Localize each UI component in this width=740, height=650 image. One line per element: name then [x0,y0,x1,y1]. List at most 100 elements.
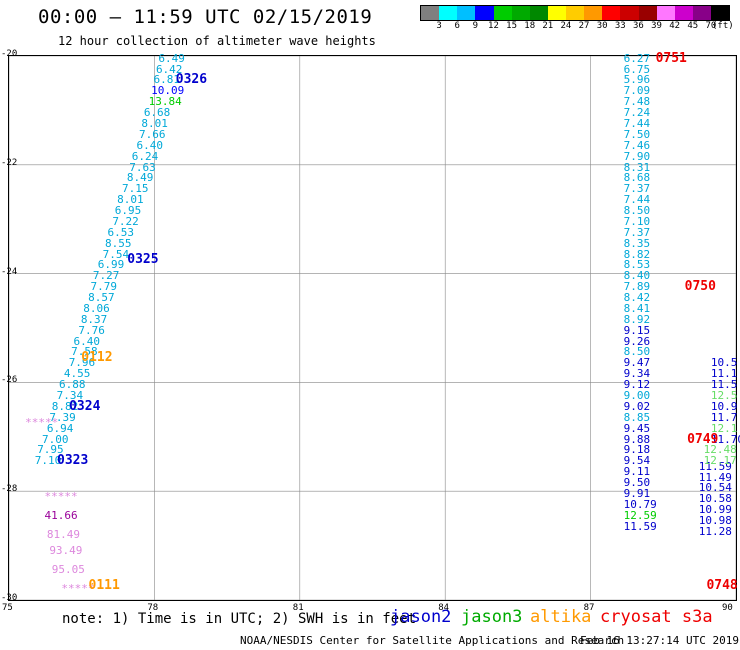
satellite-name: jason2 [390,607,452,627]
wave-height-value: 10.5 [710,356,738,370]
legend-swatch [475,6,494,20]
wave-height-value: 9.18 [623,443,651,457]
wave-height-value: 8.35 [623,236,651,250]
wave-height-value: 8.01 [141,117,168,130]
wave-height-value: 12.1 [710,421,738,435]
x-tick-label: 87 [583,603,595,613]
legend-label: 15 [506,21,517,31]
wave-height-value: 6.88 [59,378,86,392]
legend-swatch [493,6,512,20]
legend-label: 36 [632,21,644,31]
pass-time-label: 0112 [81,349,113,365]
wave-height-value: 9.91 [623,486,651,500]
wave-height-value: 11.70 [710,432,740,446]
wave-height-value: 12.48 [703,443,737,457]
wave-height-value: 11.59 [698,459,732,473]
wave-height-value: 8.50 [623,204,651,218]
legend-swatch [529,6,548,20]
pass-time-label: 0324 [69,398,101,414]
wave-height-value: 7.95 [37,443,64,457]
footer-note: note: 1) Time is in UTC; 2) SWH is in fe… [62,611,417,627]
wave-height-value: 8.53 [623,258,651,272]
pass-time-label: 0749 [687,431,719,447]
wave-height-value: 7.00 [42,432,69,446]
wave-height-value: 7.48 [623,95,651,109]
wave-height-value: 9.54 [623,454,651,468]
wave-height-value: 81.49 [46,527,80,541]
legend-swatch [692,6,711,20]
wave-height-value: 7.58 [71,345,98,359]
legend-swatch [421,6,440,20]
wave-height-value: 9.15 [623,323,651,337]
pass-time-label: 0751 [655,50,687,66]
legend-swatch [674,6,693,20]
y-tick-label: -22 [1,157,18,168]
pass-time-label: 0325 [127,252,159,267]
legend-label: 27 [578,21,590,31]
wave-height-value: 5.96 [623,73,651,87]
credit-line: NOAA/NESDIS Center for Satellite Applica… [240,634,625,647]
wave-height-value: 7.39 [49,410,76,424]
wave-height-value: 12.59 [623,508,657,522]
wave-height-value: 8.68 [623,171,651,185]
wave-height-value: 6.53 [107,225,134,239]
wave-height-value: 6.27 [623,51,651,65]
wave-height-value: 7.10 [34,454,62,468]
page-title: 00:00 – 11:59 UTC 02/15/2019 [38,6,373,28]
x-tick-label: 78 [147,603,159,613]
wave-height-value: 7.15 [122,182,149,196]
wave-height-value: 8.06 [83,301,110,315]
wave-height-value: 6.24 [131,149,159,163]
wave-height-value: 7.37 [623,182,651,196]
wave-height-value: 11.28 [698,525,732,538]
wave-height-value: 7.10 [623,214,651,228]
wave-height-value: 7.22 [112,214,139,228]
wave-height-value: 7.44 [623,117,651,130]
wave-height-value: 7.79 [90,280,118,294]
wave-height-value: 6.99 [97,258,125,272]
wave-height-value: 12.5 [710,389,738,402]
legend-label: 24 [560,21,572,31]
wave-height-value: 11.59 [623,519,657,533]
wave-height-value: 7.34 [56,389,84,402]
legend-unit: (ft) [712,21,734,31]
wave-height-value: 8.55 [105,236,132,250]
y-tick-label: -30 [1,593,18,603]
legend-swatch [566,6,585,20]
wave-height-value: 11.5 [710,378,738,392]
legend-label: 12 [488,21,499,31]
wave-height-value: 8.82 [623,247,651,261]
wave-height-value: 8.31 [623,160,651,174]
wave-height-value: 8.50 [623,345,651,359]
legend-swatch [656,6,675,20]
wave-height-value: 12.17 [703,454,737,468]
wave-height-value: 7.44 [623,193,651,207]
wave-height-value: 9.50 [623,476,651,490]
legend-label: 39 [651,21,662,31]
wave-height-value: 8.85 [623,410,651,424]
legend-label: 33 [614,21,626,31]
wave-height-value: 6.81 [153,73,181,87]
wave-height-value: 10.54 [698,481,732,495]
x-tick-label: 75 [2,603,13,613]
legend-label: 21 [542,21,554,31]
wave-height-value: 10.79 [623,497,657,511]
satellite-name: cryosat s3a [600,607,713,627]
wave-height-value: 6.94 [46,421,74,435]
legend-swatch [511,6,530,20]
legend-label: 30 [596,21,608,31]
pass-time-label: 0326 [175,72,208,88]
wave-height-value: 9.11 [623,465,651,479]
pass-time-label: 0750 [684,279,716,295]
wave-height-value: 7.90 [623,149,651,163]
wave-height-value: 6.49 [158,51,185,65]
legend-label: 9 [472,21,479,31]
wave-height-value: 7.24 [623,106,651,120]
wave-height-value: 7.66 [138,127,166,141]
wave-height-map [8,55,737,601]
satellite-name: jason3 [461,607,523,627]
legend-swatch [584,6,603,20]
wave-height-value: 7.96 [68,356,96,370]
wave-height-value: 8.57 [88,291,115,305]
legend-swatch [457,6,476,20]
